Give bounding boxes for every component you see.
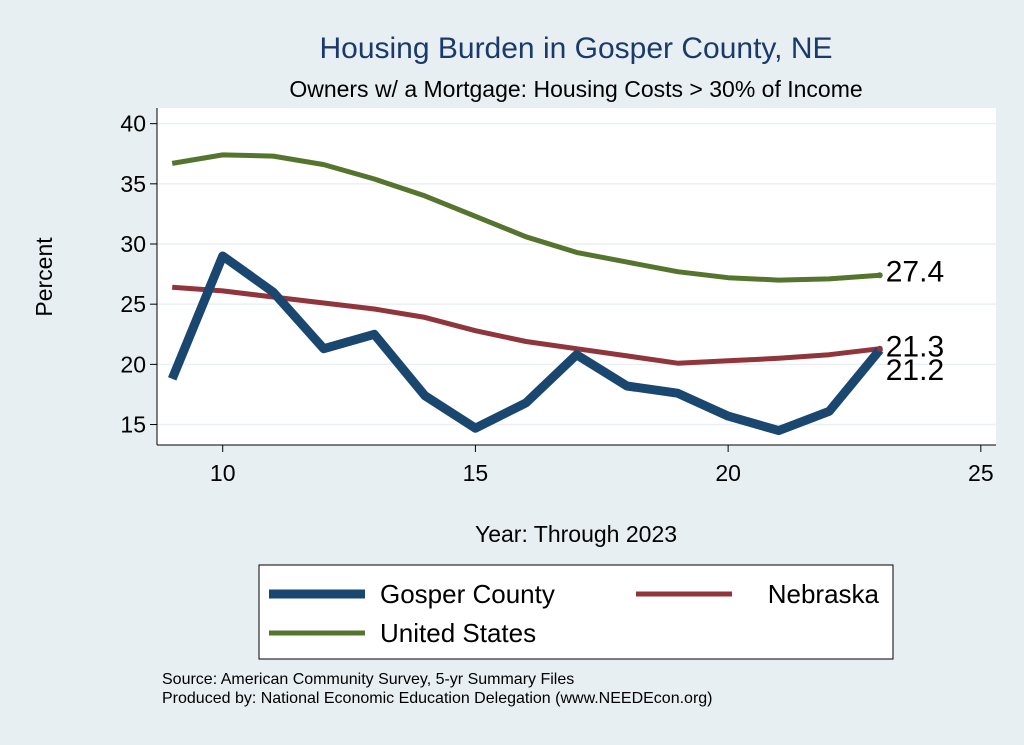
y-tick-label: 30	[120, 231, 146, 257]
end-value-label: 21.2	[886, 354, 944, 387]
legend-box	[258, 564, 894, 660]
end-labels: 21.221.3 27.4	[876, 255, 944, 387]
y-tick-label: 25	[120, 291, 146, 317]
chart-title: Housing Burden in Gosper County, NE	[319, 32, 832, 65]
y-tick-label: 35	[120, 171, 146, 197]
x-axis-label: Year: Through 2023	[475, 521, 677, 547]
y-tick-label: 20	[120, 351, 146, 377]
end-point-marker	[876, 345, 883, 352]
x-tick-label: 25	[968, 460, 994, 486]
x-tick-label: 15	[463, 460, 489, 486]
legend-label: Nebraska	[768, 579, 880, 609]
legend-label: United States	[380, 618, 536, 648]
legend-label: Gosper County	[380, 579, 555, 609]
series-line-united-states	[171, 152, 880, 283]
series-line-gosper-county	[168, 251, 884, 436]
source-notes: Source: American Community Survey, 5-yr …	[162, 670, 713, 708]
producer-text: Produced by: National Economic Education…	[162, 690, 713, 707]
x-tick-label: 20	[715, 460, 741, 486]
series-line-nebraska	[172, 284, 881, 366]
chart-subtitle: Owners w/ a Mortgage: Housing Costs > 30…	[289, 76, 862, 102]
series-lines	[168, 152, 884, 436]
chart-canvas: Housing Burden in Gosper County, NE Owne…	[31, 32, 996, 660]
end-value-label: 21.3	[886, 331, 944, 364]
y-axis-label: Percent	[31, 237, 57, 317]
y-tick-label: 15	[120, 412, 146, 438]
end-value-label: 27.4	[886, 255, 944, 288]
end-point-marker	[876, 272, 883, 279]
x-tick-label: 10	[210, 460, 236, 486]
legend: Gosper County Nebraska United States	[258, 564, 894, 660]
axes: 15 20 25 30 35 40 10 15 20 25	[120, 108, 996, 486]
grid-lines	[157, 122, 996, 426]
source-text: Source: American Community Survey, 5-yr …	[162, 671, 575, 688]
y-tick-label: 40	[120, 111, 146, 137]
